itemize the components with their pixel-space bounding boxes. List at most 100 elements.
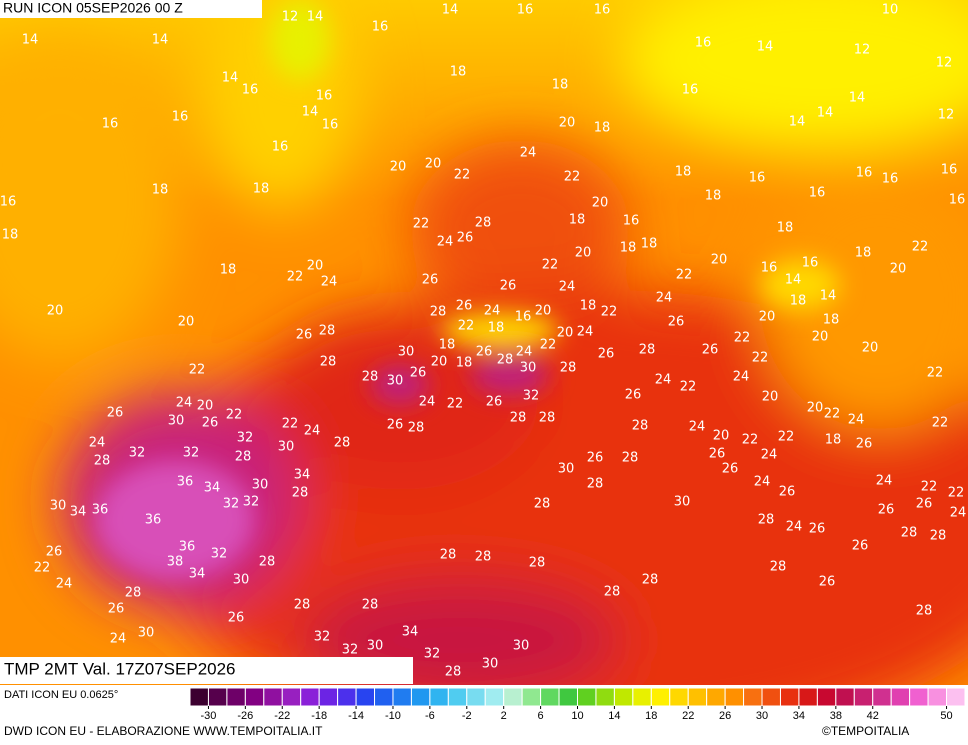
copyright: ©TEMPOITALIA: [822, 724, 909, 738]
colorbar-swatch: [374, 687, 394, 707]
colorbar-swatch: [540, 687, 560, 707]
temperature-label: 20: [535, 304, 552, 319]
colorbar-swatch: [669, 687, 689, 707]
temperature-label: 12: [938, 108, 955, 123]
colorbar-swatch: [872, 687, 892, 707]
colorbar-tick-label: -18: [311, 710, 327, 722]
temperature-label: 24: [437, 235, 454, 250]
temperature-label: 28: [475, 550, 492, 565]
run-title: RUN ICON 05SEP2026 00 Z: [3, 0, 183, 16]
temperature-label: 34: [70, 505, 87, 520]
temperature-label: 22: [282, 417, 299, 432]
temperature-label: 26: [46, 545, 63, 560]
colorbar-swatch: [577, 687, 597, 707]
temperature-label: 28: [235, 450, 252, 465]
temperature-label: 32: [424, 647, 441, 662]
temperature-label: 14: [820, 289, 837, 304]
temperature-label: 18: [552, 78, 569, 93]
temperature-label: 18: [777, 221, 794, 236]
colorbar-swatch: [300, 687, 320, 707]
temperature-label: 18: [594, 121, 611, 136]
colorbar-swatch: [632, 687, 652, 707]
temperature-label: 24: [520, 146, 537, 161]
temperature-label: 16: [517, 3, 534, 18]
temperature-label: 16: [515, 310, 532, 325]
temperature-label: 28: [758, 513, 775, 528]
temperature-label: 22: [542, 258, 559, 273]
temperature-label: 30: [367, 639, 384, 654]
temperature-label: 30: [233, 573, 250, 588]
temperature-label: 32: [237, 431, 254, 446]
temperature-label: 18: [439, 338, 456, 353]
colorbar-swatch: [946, 687, 966, 707]
temperature-label: 28: [294, 598, 311, 613]
temperature-label: 28: [916, 604, 933, 619]
temperature-label: 22: [287, 270, 304, 285]
temperature-label: 18: [675, 165, 692, 180]
colorbar-tick-label: -26: [237, 710, 253, 722]
temperature-label: 26: [387, 418, 404, 433]
temperature-label: 28: [259, 555, 276, 570]
temperature-label: 16: [316, 89, 333, 104]
temperature-label: 30: [558, 462, 575, 477]
temperature-label: 20: [559, 116, 576, 131]
temperature-label: 26: [809, 522, 826, 537]
temperature-label: 26: [422, 273, 439, 288]
temperature-label: 24: [110, 632, 127, 647]
temperature-label: 20: [862, 341, 879, 356]
temperature-label: 26: [410, 366, 427, 381]
temperature-label: 26: [587, 451, 604, 466]
temperature-label: 20: [575, 246, 592, 261]
temperature-label: 30: [398, 345, 415, 360]
temperature-label: 28: [534, 497, 551, 512]
colorbar-tick-label: -6: [425, 710, 435, 722]
temperature-label: 20: [762, 390, 779, 405]
temperature-label: 16: [695, 36, 712, 51]
temperature-label: 16: [272, 140, 289, 155]
temperature-label: 20: [759, 310, 776, 325]
temperature-label: 26: [500, 279, 517, 294]
temperature-label: 14: [849, 91, 866, 106]
temperature-label: 24: [56, 577, 73, 592]
temperature-label: 30: [513, 639, 530, 654]
temperature-label: 26: [702, 343, 719, 358]
temperature-label: 26: [296, 328, 313, 343]
temperature-label: 36: [92, 503, 109, 518]
temperature-label: 24: [761, 448, 778, 463]
temperature-label: 36: [177, 475, 194, 490]
temperature-label: 16: [749, 171, 766, 186]
temperature-label: 22: [676, 268, 693, 283]
temperature-label: 16: [682, 83, 699, 98]
temperature-label: 28: [510, 411, 527, 426]
temperature-label: 14: [22, 33, 39, 48]
data-source: DATI ICON EU 0.0625°: [4, 689, 118, 701]
temperature-label: 34: [204, 481, 221, 496]
temperature-label: 24: [848, 413, 865, 428]
temperature-label: 22: [927, 366, 944, 381]
colorbar-swatch: [244, 687, 265, 707]
temperature-label: 28: [320, 355, 337, 370]
temperature-label: 30: [387, 374, 404, 389]
colorbar-swatch: [816, 687, 837, 707]
temperature-label: 22: [458, 319, 475, 334]
temperature-label: 34: [189, 567, 206, 582]
temperature-label: 18: [641, 237, 658, 252]
colorbar-tick-label: 18: [645, 710, 657, 722]
temperature-label: 20: [711, 253, 728, 268]
temperature-label: 22: [413, 217, 430, 232]
temperature-label: 30: [278, 440, 295, 455]
temperature-label: 28: [475, 216, 492, 231]
temperature-label: 20: [807, 401, 824, 416]
temperature-label: 22: [752, 351, 769, 366]
temperature-label: 26: [668, 315, 685, 330]
temperature-label: 16: [856, 166, 873, 181]
colorbar-tick-label: 26: [719, 710, 731, 722]
temperature-label: 38: [167, 555, 184, 570]
temperature-label: 28: [642, 573, 659, 588]
temperature-label: 18: [705, 189, 722, 204]
temperature-label: 16: [0, 195, 16, 210]
temperature-label: 14: [222, 71, 239, 86]
colorbar-swatch: [761, 687, 781, 707]
colorbar-swatch: [853, 687, 874, 707]
